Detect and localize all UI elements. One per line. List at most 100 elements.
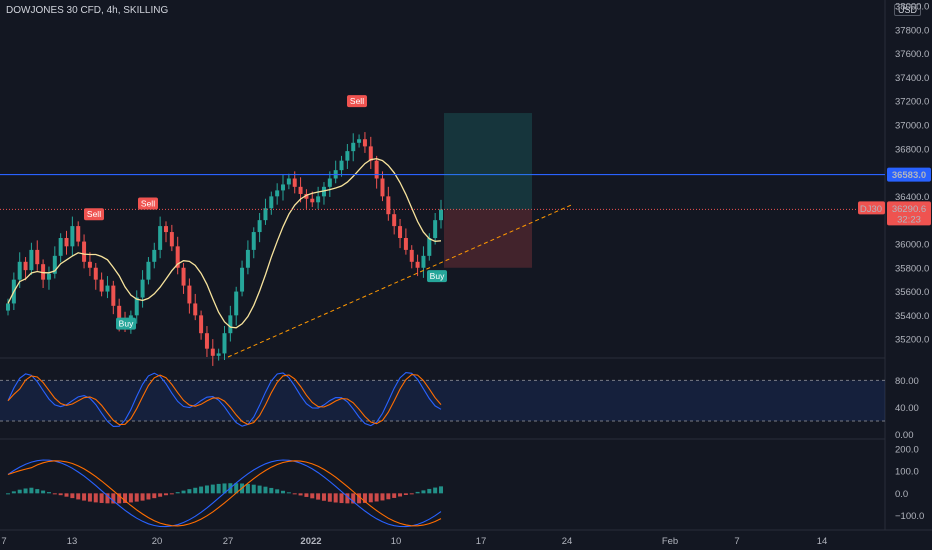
macd-histogram-bar <box>11 491 16 494</box>
macd-histogram-bar <box>269 487 274 494</box>
candle-body <box>234 291 239 316</box>
macd-histogram-bar <box>111 493 116 504</box>
macd-histogram-bar <box>286 492 291 494</box>
candle-body <box>93 267 98 280</box>
candle-body <box>87 261 92 268</box>
candle-body <box>146 261 151 280</box>
moving-average-line <box>7 158 442 329</box>
price-tick-label: 35200.0 <box>895 335 929 346</box>
candle-body <box>99 279 104 292</box>
candle-body <box>403 238 408 250</box>
buy-signal-label: Buy <box>119 319 134 329</box>
candle-body <box>251 232 256 250</box>
horizontal-level-tag <box>887 167 931 182</box>
macd-histogram-bar <box>23 488 28 494</box>
macd-tick-label: 100.0 <box>895 467 919 478</box>
candle-body <box>368 146 373 161</box>
macd-histogram-bar <box>152 493 157 499</box>
candle-body <box>362 139 367 147</box>
candle-body <box>105 285 110 292</box>
price-tick-label: 37200.0 <box>895 97 929 108</box>
stochastic-panel <box>0 372 885 427</box>
buy-signal-label: Buy <box>430 271 445 281</box>
candle-body <box>392 214 397 227</box>
time-tick-label: 7 <box>734 536 739 547</box>
macd-panel <box>6 459 443 528</box>
macd-histogram-bar <box>146 493 151 500</box>
candle-body <box>339 160 344 171</box>
macd-histogram-bar <box>169 493 174 495</box>
macd-histogram-bar <box>304 493 309 497</box>
macd-histogram-bar <box>292 493 297 495</box>
candle-body <box>117 305 122 322</box>
position-stop-zone <box>444 209 532 268</box>
candle-body <box>257 220 262 233</box>
candle-body <box>204 333 209 349</box>
candle-body <box>58 238 63 256</box>
candle-body <box>134 297 139 316</box>
candle-body <box>351 142 356 152</box>
last-price-tag <box>887 201 931 226</box>
macd-histogram-bar <box>380 493 385 501</box>
candle-body <box>187 285 192 304</box>
macd-histogram-bar <box>87 493 92 502</box>
candle-body <box>175 246 180 268</box>
candle-body <box>357 139 362 143</box>
macd-histogram-bar <box>316 493 321 500</box>
macd-histogram-bar <box>41 490 46 494</box>
candle-body <box>35 249 40 265</box>
macd-histogram-bar <box>52 493 57 495</box>
time-tick-label: 24 <box>562 536 573 547</box>
candle-body <box>6 303 10 311</box>
time-tick-label: 10 <box>391 536 402 547</box>
candle-body <box>152 249 157 262</box>
macd-histogram-bar <box>275 489 280 494</box>
sell-signal <box>84 208 104 221</box>
macd-histogram-bar <box>163 493 168 496</box>
time-tick-label: 7 <box>1 536 6 547</box>
candle-body <box>304 193 309 199</box>
candle-body <box>169 232 174 247</box>
macd-histogram-bar <box>187 489 192 494</box>
macd-histogram-bar <box>263 486 268 494</box>
horizontal-level-label: 36583.0 <box>892 170 926 181</box>
candle-body <box>275 190 280 197</box>
macd-histogram-bar <box>368 493 373 503</box>
macd-histogram-bar <box>245 483 250 494</box>
macd-histogram-bar <box>421 490 426 494</box>
macd-histogram-bar <box>105 493 110 504</box>
symbol-tag <box>858 201 885 215</box>
macd-histogram-bar <box>35 489 40 494</box>
macd-histogram-bar <box>257 485 262 494</box>
macd-histogram-bar <box>46 492 51 494</box>
macd-histogram-bar <box>351 493 356 504</box>
candle-body <box>222 333 227 354</box>
candle-body <box>245 249 250 268</box>
candle-body <box>41 264 46 280</box>
candle-body <box>398 226 403 238</box>
sell-signal <box>138 197 158 210</box>
candle-body <box>281 184 286 191</box>
candle-body <box>163 226 168 233</box>
macd-histogram-bar <box>117 493 122 504</box>
macd-histogram-bar <box>140 493 145 501</box>
macd-histogram-bar <box>409 493 414 495</box>
macd-histogram-bar <box>427 488 432 494</box>
price-tick-label: 37400.0 <box>895 73 929 84</box>
macd-histogram-bar <box>158 493 163 497</box>
candle-body <box>380 178 385 197</box>
macd-histogram-bar <box>70 493 75 499</box>
macd-histogram-bar <box>298 493 303 496</box>
time-tick-label: 17 <box>476 536 487 547</box>
currency-badge[interactable]: USD <box>894 4 922 16</box>
price-panel: Sell Sell Sell Buy Buy <box>0 95 885 366</box>
macd-histogram-bar <box>251 484 256 494</box>
price-tick-label: 35600.0 <box>895 287 929 298</box>
candle-body <box>439 209 443 221</box>
candle-body <box>199 315 204 334</box>
time-tick-label: 14 <box>817 536 828 547</box>
macd-signal-line <box>7 460 442 527</box>
candle-body <box>64 238 69 247</box>
macd-tick-label: −100.0 <box>895 511 924 522</box>
